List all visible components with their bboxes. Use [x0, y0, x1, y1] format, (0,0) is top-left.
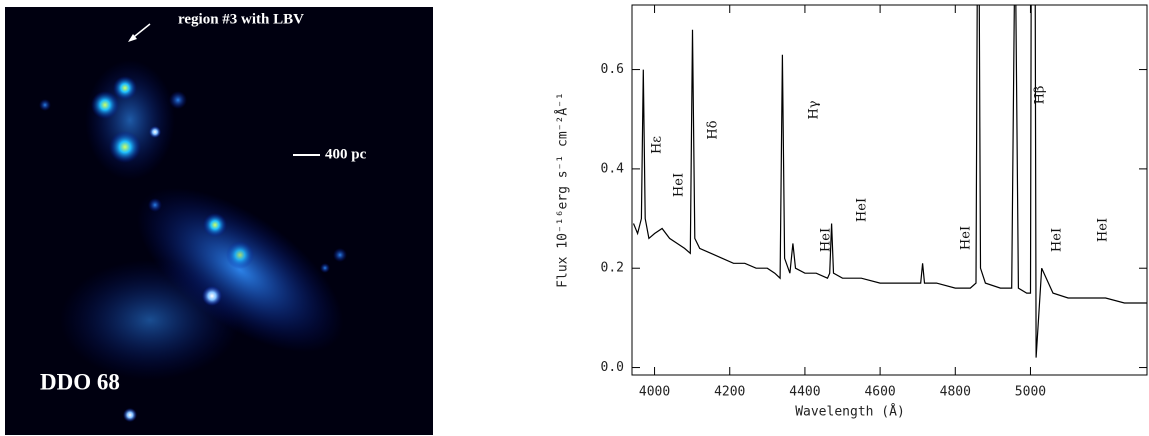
y-tick-label: 0.2 — [601, 261, 624, 276]
x-tick-label: 4600 — [864, 385, 895, 400]
x-tick-label: 5000 — [1015, 385, 1046, 400]
image-label: DDO 68 — [40, 369, 120, 394]
line-annotation: Hβ — [1033, 86, 1048, 105]
line-annotation: Hδ — [706, 120, 721, 139]
galaxy-image — [5, 7, 433, 435]
line-annotation: HeI — [1096, 218, 1111, 242]
y-axis-title: Flux 10⁻¹⁶erg s⁻¹ cm⁻²Å⁻¹ — [555, 92, 571, 288]
x-tick-label: 4000 — [639, 385, 670, 400]
line-annotation: HeI — [855, 198, 870, 222]
image-label: 400 pc — [325, 146, 367, 162]
line-annotation: Hε — [650, 136, 665, 154]
line-annotation: HeI — [1050, 228, 1065, 252]
spectrum-line — [632, 5, 1147, 358]
x-axis-title: Wavelength (Å) — [795, 404, 905, 420]
x-tick-label: 4200 — [714, 385, 745, 400]
x-tick-label: 4400 — [789, 385, 820, 400]
line-annotation: HeI — [959, 226, 974, 250]
plot-frame — [631, 4, 1148, 376]
line-annotation: Hγ — [807, 100, 822, 119]
y-tick-label: 0.6 — [601, 62, 624, 77]
line-annotation: HeI — [672, 173, 687, 197]
line-annotation: HeI — [819, 228, 834, 252]
y-tick-label: 0.0 — [601, 360, 624, 375]
image-label: region #3 with LBV — [178, 11, 304, 27]
x-tick-label: 4800 — [940, 385, 971, 400]
y-tick-label: 0.4 — [601, 161, 625, 176]
plot-area — [632, 5, 1147, 358]
